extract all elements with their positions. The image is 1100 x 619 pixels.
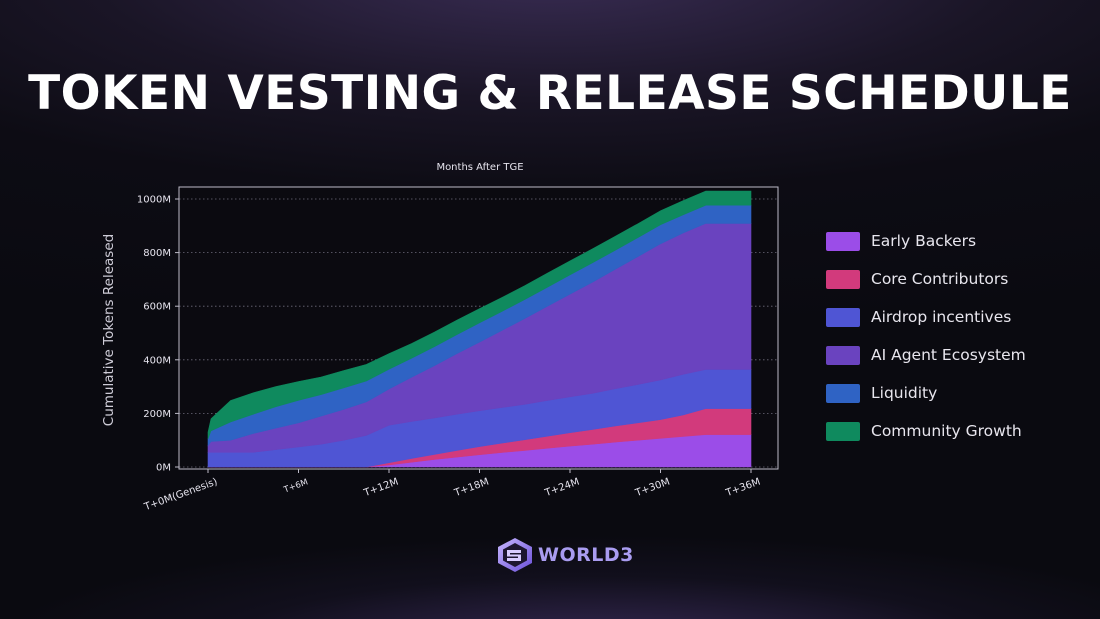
legend-swatch — [826, 383, 860, 403]
chart-legend: Early Backers Core Contributors Airdrop … — [826, 222, 1026, 450]
legend-label: Airdrop incentives — [871, 308, 1012, 326]
x-tick-label: T+30M — [633, 476, 671, 499]
legend-swatch — [826, 345, 860, 365]
legend-swatch — [826, 307, 860, 327]
x-tick-label: T+24M — [543, 476, 581, 499]
legend-swatch — [826, 231, 860, 251]
x-tick-label: T+6M — [282, 477, 310, 495]
y-tick-label: 0M — [156, 463, 171, 474]
legend-label: Community Growth — [871, 422, 1022, 440]
x-tick-label: T+18M — [452, 476, 490, 499]
legend-item-airdrop-incentives: Airdrop incentives — [826, 298, 1026, 336]
legend-label: Core Contributors — [871, 270, 1009, 288]
x-tick-label: T+12M — [362, 476, 400, 499]
y-tick-label: 600M — [143, 302, 171, 313]
world3-logo-icon — [498, 538, 532, 572]
y-tick-label: 200M — [143, 409, 171, 420]
y-tick-label: 800M — [143, 248, 171, 259]
x-tick-label: T+36M — [724, 476, 762, 499]
brand-logo: WORLD3 — [496, 537, 634, 573]
y-tick-label: 400M — [143, 355, 171, 366]
x-tick-label: T+0M(Genesis) — [142, 476, 219, 513]
area-series-community-growth — [207, 190, 752, 440]
legend-label: AI Agent Ecosystem — [871, 346, 1026, 364]
page-title: TOKEN VESTING & RELEASE SCHEDULE — [28, 66, 1072, 121]
y-axis-label: Cumulative Tokens Released — [101, 234, 117, 426]
legend-item-ai-agent-ecosystem: AI Agent Ecosystem — [826, 336, 1026, 374]
legend-swatch — [826, 421, 860, 441]
legend-item-early-backers: Early Backers — [826, 222, 1026, 260]
legend-label: Liquidity — [871, 384, 938, 402]
legend-item-liquidity: Liquidity — [826, 374, 1026, 412]
chart-title: Months After TGE — [436, 162, 523, 173]
legend-swatch — [826, 269, 860, 289]
legend-item-community-growth: Community Growth — [826, 412, 1026, 450]
legend-item-core-contributors: Core Contributors — [826, 260, 1026, 298]
legend-label: Early Backers — [871, 232, 977, 250]
brand-name: WORLD3 — [538, 544, 634, 566]
y-tick-label: 1000M — [137, 195, 171, 206]
plot-frame — [178, 186, 779, 470]
